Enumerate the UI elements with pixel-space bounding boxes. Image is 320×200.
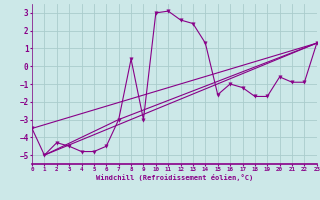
X-axis label: Windchill (Refroidissement éolien,°C): Windchill (Refroidissement éolien,°C) [96, 174, 253, 181]
